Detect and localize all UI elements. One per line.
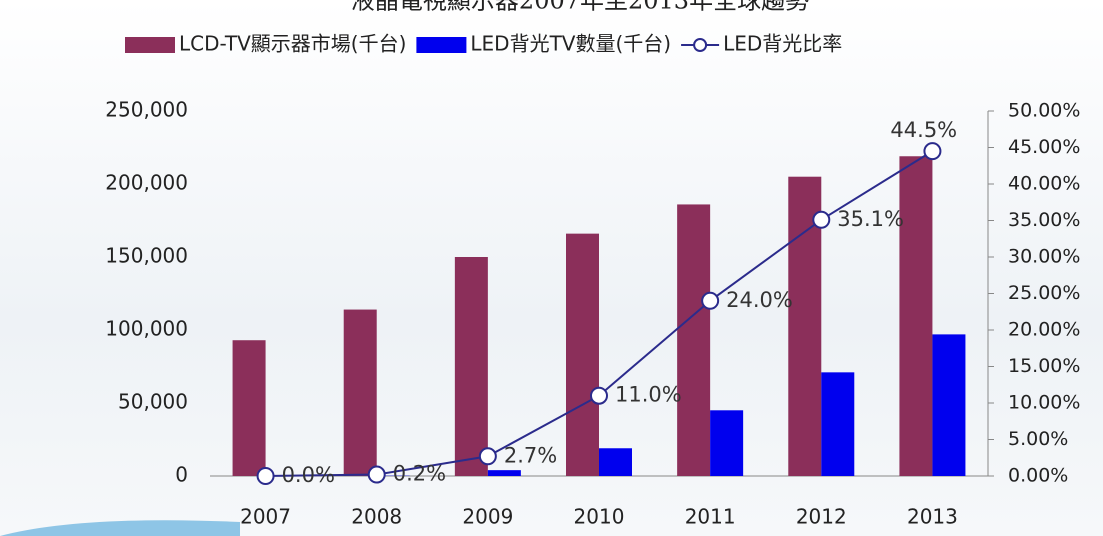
y2-tick-label: 30.00% — [1008, 246, 1080, 268]
y-tick-label: 0 — [175, 463, 188, 487]
line-point — [701, 291, 720, 310]
legend-swatch — [125, 37, 175, 53]
line-point — [478, 447, 497, 466]
x-tick-label: 2012 — [796, 505, 847, 529]
line-point — [367, 465, 386, 484]
data-label: 24.0% — [726, 288, 793, 312]
bar — [232, 340, 266, 476]
data-label: 0.2% — [393, 462, 446, 486]
x-tick-label: 2009 — [462, 505, 513, 529]
line-point — [256, 467, 275, 485]
bar — [677, 204, 711, 476]
y-tick-label: 150,000 — [105, 244, 188, 268]
legend-label: LED背光比率 — [723, 32, 842, 56]
y2-tick-label: 0.00% — [1008, 465, 1068, 487]
bar — [566, 233, 599, 476]
x-tick-label: 2011 — [685, 505, 736, 529]
line-point — [812, 210, 831, 229]
legend-swatch — [416, 37, 467, 53]
bar — [821, 372, 855, 476]
decoration — [0, 520, 240, 536]
x-tick-label: 2007 — [240, 505, 291, 529]
line-point — [923, 142, 942, 161]
chart-title: 液晶電視顯示器2007年至2013年全球趨勢 — [351, 0, 809, 15]
y2-tick-label: 5.00% — [1008, 428, 1068, 450]
y-tick-label: 100,000 — [105, 317, 188, 341]
bar — [454, 257, 488, 476]
x-tick-label: 2008 — [351, 505, 402, 529]
legend-label: LED背光TV數量(千台) — [470, 32, 671, 56]
y-tick-label: 250,000 — [105, 98, 188, 122]
data-label: 44.5% — [890, 118, 957, 142]
bar — [899, 156, 933, 476]
y2-tick-label: 40.00% — [1008, 173, 1080, 195]
y-tick-label: 200,000 — [105, 171, 188, 195]
data-label: 0.0% — [282, 463, 335, 487]
y2-tick-label: 50.00% — [1008, 100, 1080, 122]
y-tick-label: 50,000 — [118, 390, 188, 414]
data-label: 35.1% — [837, 207, 904, 231]
x-tick-label: 2013 — [907, 505, 958, 529]
y2-tick-label: 15.00% — [1008, 355, 1080, 377]
data-label: 11.0% — [615, 383, 682, 407]
bar — [343, 309, 377, 476]
data-label: 2.7% — [504, 443, 557, 467]
legend-swatch — [693, 38, 708, 52]
y2-tick-label: 25.00% — [1008, 282, 1080, 304]
line-point — [590, 386, 608, 405]
y2-tick-label: 20.00% — [1008, 319, 1080, 341]
bar — [710, 410, 744, 476]
legend-label: LCD-TV顯示器市場(千台) — [179, 32, 406, 56]
bar — [599, 448, 632, 476]
bar — [932, 334, 966, 476]
y2-tick-label: 35.00% — [1008, 209, 1080, 231]
y2-tick-label: 10.00% — [1008, 392, 1080, 414]
x-tick-label: 2010 — [574, 505, 625, 529]
bar — [487, 470, 521, 476]
y2-tick-label: 45.00% — [1008, 136, 1080, 158]
